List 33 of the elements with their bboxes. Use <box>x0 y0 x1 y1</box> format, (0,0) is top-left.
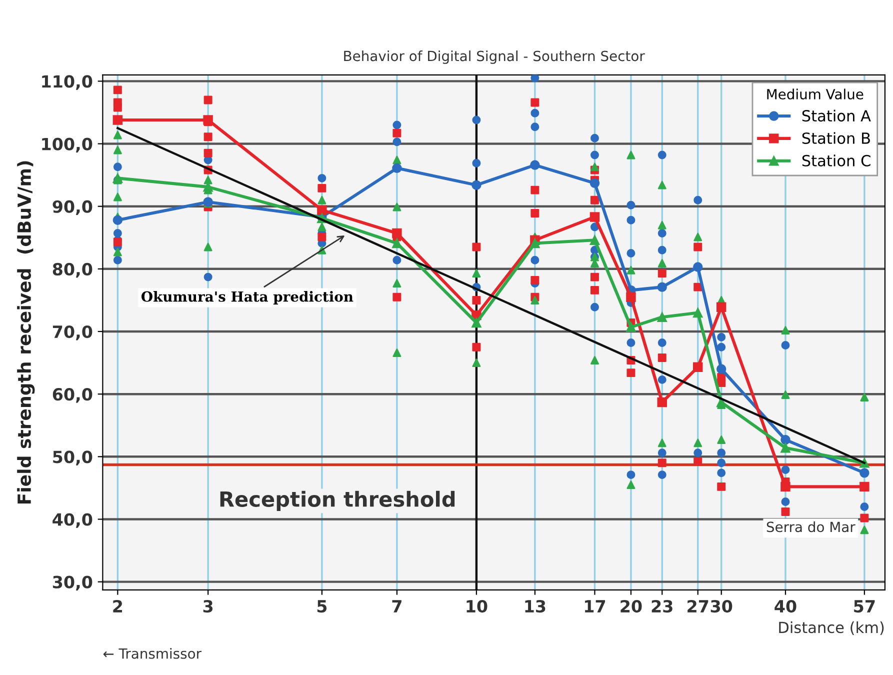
x-tick-label: 30 <box>710 600 732 613</box>
legend-title: Medium Value <box>767 88 864 100</box>
x-tick-label: 23 <box>652 600 672 613</box>
y-tick-label: 110,0 <box>42 75 92 90</box>
legend-label: Station C <box>802 154 870 166</box>
y-tick-label: 50,0 <box>53 450 92 466</box>
x-axis-title: Distance (km) <box>779 621 884 635</box>
y-tick-label: 40,0 <box>52 513 92 528</box>
legend-label: Station A <box>802 110 871 122</box>
x-tick-label: 7 <box>392 600 402 612</box>
x-tick-label: 57 <box>854 600 875 613</box>
x-tick-label: 27 <box>688 600 708 612</box>
annotation: Serra do Mar <box>766 521 856 532</box>
x-tick-label: 3 <box>203 600 213 613</box>
x-tick-label: 10 <box>466 600 488 613</box>
ref-line-label: Reception threshold <box>220 490 455 511</box>
x-tick-label: 2 <box>113 600 122 612</box>
y-tick-label: 90,0 <box>52 200 92 216</box>
y-tick-label: 100,0 <box>42 138 92 152</box>
x-tick-label: 5 <box>317 600 327 613</box>
x-tick-label: 20 <box>620 600 642 613</box>
y-tick-label: 70,0 <box>52 325 92 340</box>
legend-label: Station B <box>802 132 870 144</box>
y-tick-label: 30,0 <box>52 576 92 591</box>
annotation: Okumura's Hata prediction <box>141 291 354 304</box>
x-tick-label: 40 <box>774 600 796 613</box>
text: ← Transmissor <box>103 648 202 659</box>
y-axis-title: Field strength received (dBuV/m) <box>17 161 35 504</box>
x-tick-label: 13 <box>525 600 546 613</box>
x-tick-label: 17 <box>585 600 606 612</box>
y-tick-label: 60,0 <box>52 388 92 403</box>
chart-title: Behavior of Digital Signal - Southern Sector <box>344 50 645 64</box>
y-tick-label: 80,0 <box>52 262 92 278</box>
